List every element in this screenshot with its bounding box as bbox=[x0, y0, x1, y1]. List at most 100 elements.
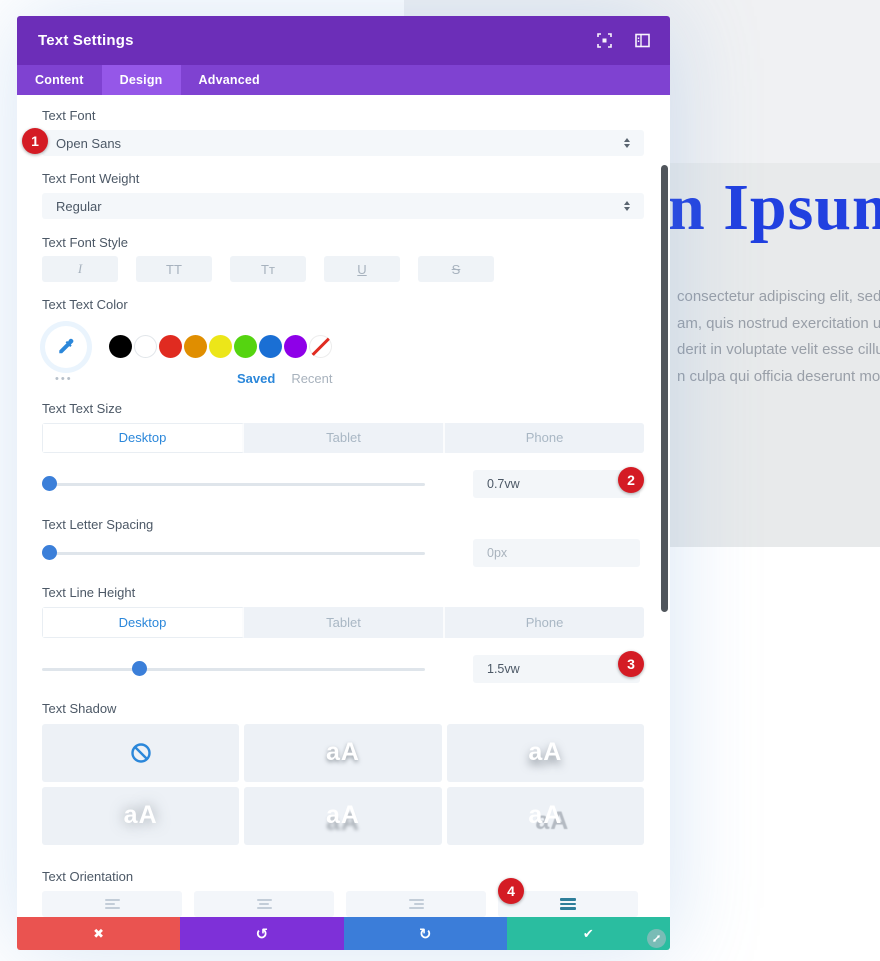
annotation-badge-3: 3 bbox=[618, 651, 644, 677]
line-height-tab-tablet[interactable]: Tablet bbox=[244, 607, 445, 638]
align-center-icon bbox=[256, 898, 272, 909]
text-font-weight-select[interactable]: Regular bbox=[42, 193, 644, 220]
color-swatch-row bbox=[42, 324, 644, 369]
shadow-preset-soft[interactable]: aA bbox=[244, 723, 442, 782]
line-height-label: Text Line Height bbox=[42, 585, 136, 601]
select-arrows-icon bbox=[624, 138, 630, 149]
color-swatch-purple[interactable] bbox=[284, 335, 307, 359]
align-center-button[interactable] bbox=[194, 890, 334, 917]
font-style-options: I TT Tᴛ U S bbox=[42, 256, 644, 283]
tab-design[interactable]: Design bbox=[101, 65, 181, 95]
text-text-color-label: Text Text Color bbox=[42, 297, 128, 313]
size-slider-handle[interactable] bbox=[42, 476, 57, 492]
annotation-badge-2: 2 bbox=[618, 467, 644, 493]
modal-footer: ✖ ↺ ↻ ✔ bbox=[17, 917, 670, 950]
color-swatch-blue[interactable] bbox=[259, 335, 282, 359]
modal-scrollbar-thumb[interactable] bbox=[661, 165, 668, 612]
select-arrows-icon bbox=[624, 201, 630, 212]
text-font-label: Text Font bbox=[42, 108, 96, 123]
color-swatch-black[interactable] bbox=[109, 335, 132, 359]
line-height-slider-track[interactable] bbox=[42, 667, 425, 671]
size-slider-track[interactable] bbox=[42, 483, 425, 487]
size-value-input[interactable]: 0.7vw bbox=[473, 470, 640, 499]
text-font-value: Open Sans bbox=[56, 135, 122, 151]
line-height-value-input[interactable]: 1.5vw bbox=[473, 654, 640, 683]
more-colors-button[interactable]: ••• bbox=[55, 372, 73, 385]
align-right-button[interactable] bbox=[346, 890, 486, 917]
line-height-tab-phone[interactable]: Phone bbox=[445, 607, 644, 638]
text-settings-modal: Text Settings Content Design bbox=[17, 16, 670, 950]
align-justify-icon bbox=[560, 898, 576, 910]
modal-resize-handle[interactable] bbox=[647, 929, 666, 948]
text-shadow-label: Text Shadow bbox=[42, 700, 117, 716]
modal-body: Text Font Open Sans Text Font Weight Reg… bbox=[17, 95, 670, 917]
italic-button[interactable]: I bbox=[42, 256, 118, 283]
letter-spacing-label: Text Letter Spacing bbox=[42, 517, 154, 533]
size-tab-desktop[interactable]: Desktop bbox=[42, 422, 244, 454]
text-orientation-label: Text Orientation bbox=[42, 868, 134, 884]
dock-panel-icon[interactable] bbox=[635, 33, 650, 48]
shadow-preset-diagonal[interactable]: aA bbox=[446, 786, 644, 845]
line-height-device-tabs: Desktop Tablet Phone bbox=[42, 607, 644, 638]
snap-viewport-icon[interactable] bbox=[597, 33, 612, 48]
modal-tab-bar: Content Design Advanced bbox=[17, 65, 670, 95]
saved-colors-tab[interactable]: Saved bbox=[237, 370, 276, 386]
tab-content[interactable]: Content bbox=[35, 73, 84, 87]
color-swatch-none[interactable] bbox=[309, 335, 332, 359]
page-heading: n Ipsum bbox=[668, 171, 880, 244]
shadow-preset-none[interactable] bbox=[42, 723, 240, 782]
smallcaps-button[interactable]: Tᴛ bbox=[230, 256, 306, 283]
line-height-slider-row: 1.5vw bbox=[42, 654, 644, 683]
shadow-preset-blur[interactable]: aA bbox=[446, 723, 644, 782]
save-button[interactable]: ✔ bbox=[506, 917, 670, 950]
color-swatch-orange[interactable] bbox=[184, 335, 207, 359]
page-paragraph-line: derit in voluptate velit esse cillum c bbox=[677, 341, 880, 358]
strikethrough-button[interactable]: S bbox=[418, 256, 494, 283]
recent-colors-tab[interactable]: Recent bbox=[291, 370, 333, 386]
undo-button[interactable]: ↺ bbox=[180, 917, 344, 950]
text-font-select[interactable]: Open Sans bbox=[42, 130, 644, 157]
size-value: 0.7vw bbox=[487, 477, 520, 492]
line-height-slider-handle[interactable] bbox=[132, 660, 147, 676]
spacing-slider-row: 0px bbox=[42, 539, 644, 568]
size-device-tabs: Desktop Tablet Phone bbox=[42, 422, 644, 454]
size-slider[interactable] bbox=[42, 470, 425, 498]
color-swatch-yellow[interactable] bbox=[209, 335, 232, 359]
eyedropper-icon bbox=[59, 338, 74, 353]
discard-button[interactable]: ✖ bbox=[17, 917, 181, 950]
spacing-slider[interactable] bbox=[42, 539, 425, 567]
align-right-icon bbox=[408, 898, 424, 909]
line-height-tab-desktop[interactable]: Desktop bbox=[42, 607, 244, 638]
shadow-preset-glow[interactable]: aA bbox=[42, 786, 240, 845]
spacing-value-input[interactable]: 0px bbox=[473, 539, 640, 568]
text-orientation-options bbox=[42, 890, 644, 917]
text-text-size-label: Text Text Size bbox=[42, 400, 122, 416]
text-font-weight-value: Regular bbox=[56, 198, 102, 214]
underline-button[interactable]: U bbox=[324, 256, 400, 283]
annotation-badge-4: 4 bbox=[498, 878, 524, 904]
eyedropper-button[interactable] bbox=[45, 325, 87, 368]
spacing-slider-handle[interactable] bbox=[42, 545, 57, 561]
text-font-style-label: Text Font Style bbox=[42, 235, 128, 251]
shadow-preset-below[interactable]: aA bbox=[244, 786, 442, 845]
size-tab-tablet[interactable]: Tablet bbox=[244, 422, 445, 454]
text-font-weight-label: Text Font Weight bbox=[42, 171, 140, 187]
color-swatch-white[interactable] bbox=[134, 335, 157, 359]
spacing-slider-track[interactable] bbox=[42, 552, 425, 556]
align-left-button[interactable] bbox=[42, 890, 182, 917]
uppercase-button[interactable]: TT bbox=[136, 256, 212, 283]
no-shadow-icon bbox=[130, 743, 151, 763]
redo-button[interactable]: ↻ bbox=[343, 917, 507, 950]
line-height-slider[interactable] bbox=[42, 655, 425, 683]
color-swatch-green[interactable] bbox=[234, 335, 257, 359]
size-tab-phone[interactable]: Phone bbox=[445, 422, 644, 454]
line-height-value: 1.5vw bbox=[487, 661, 520, 676]
modal-title: Text Settings bbox=[38, 32, 134, 49]
page-paragraph-line: n culpa qui officia deserunt mollit an bbox=[677, 367, 880, 385]
color-swatch-red[interactable] bbox=[159, 335, 182, 359]
text-shadow-presets: aA aA aA aA aA bbox=[42, 723, 644, 845]
tab-advanced[interactable]: Advanced bbox=[198, 73, 260, 87]
spacing-value: 0px bbox=[487, 546, 508, 561]
align-justify-button[interactable] bbox=[498, 890, 638, 917]
